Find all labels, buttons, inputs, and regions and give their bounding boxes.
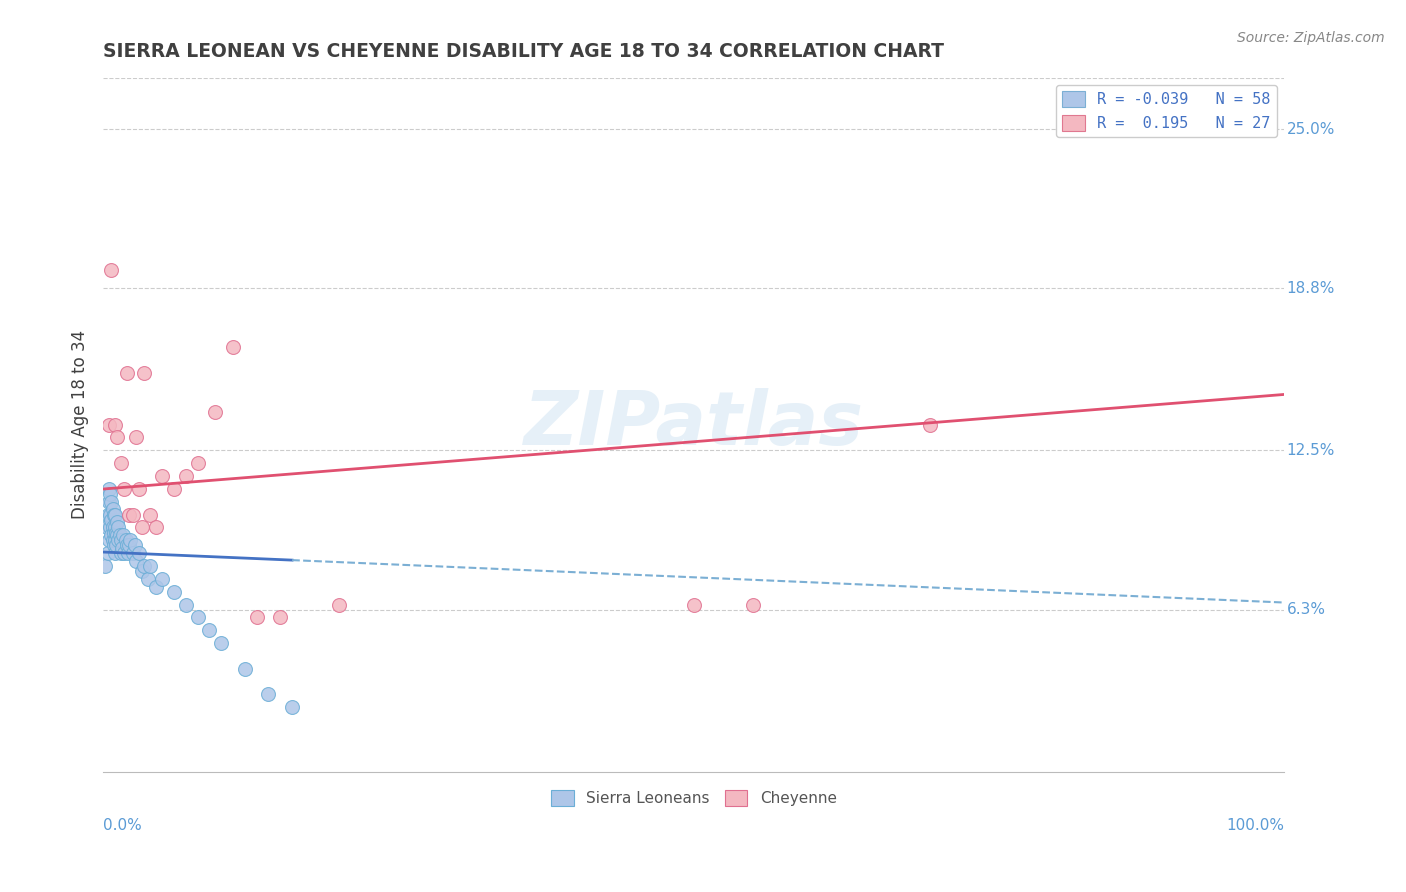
Point	[120, 533, 142, 548]
Point	[121, 546, 143, 560]
Point	[114, 533, 136, 548]
Point	[204, 405, 226, 419]
Point	[96, 520, 118, 534]
Point	[98, 494, 121, 508]
Point	[104, 546, 127, 560]
Point	[246, 610, 269, 624]
Point	[139, 559, 162, 574]
Point	[108, 528, 131, 542]
Point	[174, 469, 197, 483]
Point	[150, 572, 173, 586]
Point	[105, 516, 128, 530]
Text: 6.3%: 6.3%	[1286, 602, 1326, 617]
Point	[98, 520, 121, 534]
Text: ZIPatlas: ZIPatlas	[523, 388, 863, 461]
Point	[131, 564, 153, 578]
Legend: Sierra Leoneans, Cheyenne: Sierra Leoneans, Cheyenne	[544, 784, 842, 813]
Point	[98, 533, 121, 548]
Point	[187, 610, 209, 624]
Point	[233, 662, 256, 676]
Point	[918, 417, 941, 432]
Text: 18.8%: 18.8%	[1286, 281, 1334, 296]
Point	[105, 528, 128, 542]
Text: 25.0%: 25.0%	[1286, 121, 1334, 136]
Point	[112, 528, 135, 542]
Text: 100.0%: 100.0%	[1226, 818, 1284, 833]
Point	[103, 508, 125, 522]
Point	[100, 494, 122, 508]
Point	[281, 700, 304, 714]
Point	[97, 546, 120, 560]
Point	[115, 366, 138, 380]
Point	[105, 525, 128, 540]
Point	[103, 525, 125, 540]
Point	[134, 366, 156, 380]
Point	[125, 430, 148, 444]
Point	[222, 341, 245, 355]
Point	[110, 546, 132, 560]
Point	[112, 546, 135, 560]
Point	[105, 538, 128, 552]
Point	[100, 263, 122, 277]
Point	[107, 520, 129, 534]
Point	[121, 508, 143, 522]
Point	[103, 538, 125, 552]
Point	[187, 456, 209, 470]
Point	[101, 502, 124, 516]
Point	[115, 538, 138, 552]
Point	[100, 528, 122, 542]
Point	[98, 487, 121, 501]
Point	[118, 538, 141, 552]
Point	[104, 520, 127, 534]
Point	[150, 469, 173, 483]
Text: SIERRA LEONEAN VS CHEYENNE DISABILITY AGE 18 TO 34 CORRELATION CHART: SIERRA LEONEAN VS CHEYENNE DISABILITY AG…	[103, 42, 943, 61]
Point	[110, 456, 132, 470]
Point	[100, 513, 122, 527]
Point	[104, 533, 127, 548]
Point	[139, 508, 162, 522]
Point	[174, 598, 197, 612]
Point	[104, 417, 127, 432]
Y-axis label: Disability Age 18 to 34: Disability Age 18 to 34	[72, 330, 89, 519]
Point	[124, 538, 146, 552]
Point	[131, 520, 153, 534]
Point	[101, 533, 124, 548]
Point	[163, 584, 186, 599]
Point	[118, 508, 141, 522]
Point	[98, 417, 121, 432]
Point	[741, 598, 763, 612]
Point	[257, 688, 280, 702]
Point	[112, 482, 135, 496]
Point	[98, 482, 121, 496]
Point	[94, 559, 117, 574]
Point	[111, 541, 134, 555]
Point	[145, 580, 167, 594]
Point	[136, 572, 159, 586]
Point	[110, 533, 132, 548]
Point	[328, 598, 350, 612]
Point	[682, 598, 704, 612]
Text: Source: ZipAtlas.com: Source: ZipAtlas.com	[1237, 31, 1385, 45]
Point	[97, 508, 120, 522]
Point	[163, 482, 186, 496]
Point	[107, 533, 129, 548]
Point	[128, 482, 150, 496]
Point	[209, 636, 232, 650]
Point	[134, 559, 156, 574]
Point	[269, 610, 291, 624]
Point	[98, 508, 121, 522]
Point	[105, 430, 128, 444]
Point	[101, 520, 124, 534]
Point	[104, 508, 127, 522]
Point	[128, 546, 150, 560]
Point	[125, 554, 148, 568]
Text: 0.0%: 0.0%	[103, 818, 142, 833]
Text: 12.5%: 12.5%	[1286, 442, 1334, 458]
Point	[117, 546, 139, 560]
Point	[198, 624, 221, 638]
Point	[145, 520, 167, 534]
